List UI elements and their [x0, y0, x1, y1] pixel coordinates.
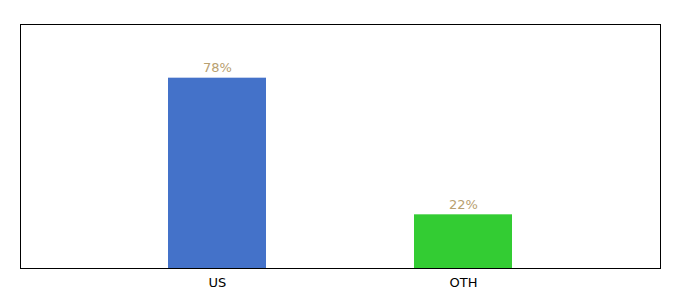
svg-text:78%: 78% [203, 60, 232, 75]
svg-text:22%: 22% [449, 197, 478, 212]
svg-text:OTH: OTH [450, 275, 478, 290]
svg-text:US: US [209, 275, 227, 290]
